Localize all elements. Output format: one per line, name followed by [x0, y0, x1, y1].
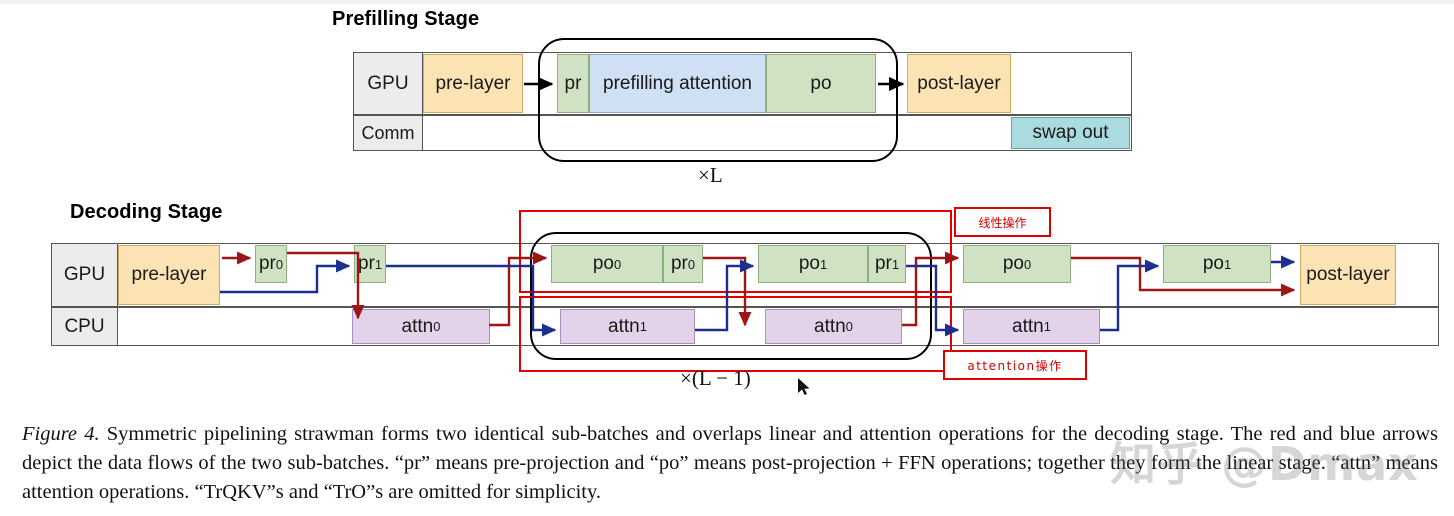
annotation-linear-label: 线性操作 — [954, 207, 1051, 237]
prefilling-block-swap-out[interactable]: swap out — [1011, 117, 1130, 149]
block-subscript: 1 — [374, 256, 383, 272]
block-subscript: 1 — [1043, 319, 1051, 334]
prefilling-block-po[interactable]: po — [766, 54, 876, 113]
figure-number: Figure 4. — [22, 423, 100, 445]
decoding-block-pr-0-a[interactable]: pr 0 — [255, 245, 287, 283]
decoding-loop-label: ×(L − 1) — [680, 366, 751, 391]
page-top-edge — [0, 0, 1454, 4]
block-text: attn — [814, 315, 846, 337]
prefilling-stage-title: Prefilling Stage — [332, 8, 480, 30]
block-text: pr — [874, 253, 892, 274]
prefilling-loop-text: ×L — [698, 163, 723, 187]
decoding-stage-title: Decoding Stage — [70, 201, 223, 223]
decoding-row-label-cpu: CPU — [51, 307, 118, 346]
figure-caption: Figure 4. Symmetric pipelining strawman … — [22, 420, 1438, 507]
prefilling-row-label-gpu: GPU — [353, 52, 423, 115]
mouse-cursor-icon — [798, 378, 810, 395]
decoding-block-po-0-a[interactable]: po 0 — [551, 245, 663, 283]
prefilling-block-post-layer[interactable]: post-layer — [907, 54, 1011, 113]
decoding-cpu-row — [51, 307, 1439, 346]
decoding-loop-text: ×(L − 1) — [680, 366, 751, 390]
decoding-block-po-1-a[interactable]: po 1 — [758, 245, 868, 283]
annotation-attention-label: attention操作 — [943, 350, 1087, 380]
decoding-block-po-0-c[interactable]: po 0 — [963, 245, 1071, 283]
decoding-block-pre-layer[interactable]: pre-layer — [118, 245, 220, 305]
prefilling-block-pr[interactable]: pr — [557, 54, 589, 113]
block-text: po — [1002, 253, 1024, 274]
block-text: attn — [401, 315, 434, 337]
decoding-block-attn-0-b[interactable]: attn 0 — [765, 309, 902, 344]
block-text: attn — [608, 315, 640, 337]
block-subscript: 0 — [1023, 256, 1032, 272]
block-text: pr — [258, 253, 276, 274]
block-text: pr — [670, 253, 688, 274]
block-subscript: 1 — [819, 256, 828, 272]
prefilling-block-prefilling-attention[interactable]: prefilling attention — [589, 54, 766, 113]
figure-caption-text: Symmetric pipelining strawman forms two … — [22, 423, 1439, 503]
decoding-block-pr-1-a[interactable]: pr 1 — [354, 245, 386, 283]
prefilling-block-pre-layer[interactable]: pre-layer — [423, 54, 523, 113]
decoding-block-pr-0-b[interactable]: pr 0 — [663, 245, 703, 283]
block-subscript: 1 — [1223, 256, 1232, 272]
decoding-block-pr-1-b[interactable]: pr 1 — [868, 245, 906, 283]
decoding-block-attn-1-a[interactable]: attn 1 — [560, 309, 695, 344]
block-subscript: 1 — [891, 256, 900, 272]
block-text: po — [592, 253, 614, 274]
block-subscript: 0 — [275, 256, 284, 272]
decoding-block-post-layer[interactable]: post-layer — [1300, 245, 1396, 305]
block-subscript: 1 — [639, 319, 647, 334]
prefilling-row-label-comm: Comm — [353, 115, 423, 151]
block-subscript: 0 — [613, 256, 622, 272]
decoding-row-label-gpu: GPU — [51, 243, 118, 307]
prefilling-loop-label: ×L — [698, 163, 723, 188]
block-text: pr — [357, 253, 375, 274]
prefilling-comm-row — [353, 115, 1132, 151]
decoding-block-attn-1-b[interactable]: attn 1 — [963, 309, 1100, 344]
block-text: po — [1202, 253, 1224, 274]
block-subscript: 0 — [845, 319, 853, 334]
block-text: attn — [1012, 315, 1044, 337]
block-subscript: 0 — [687, 256, 696, 272]
block-text: po — [798, 253, 820, 274]
block-subscript: 0 — [433, 319, 441, 334]
decoding-block-attn-0-a[interactable]: attn 0 — [352, 309, 490, 344]
decoding-block-po-1-c[interactable]: po 1 — [1163, 245, 1271, 283]
